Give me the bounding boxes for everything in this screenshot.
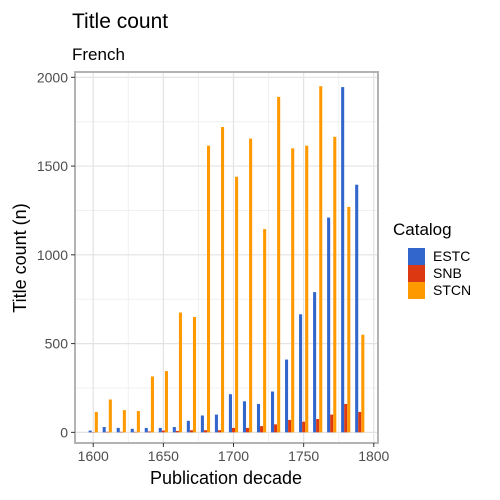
bar-estc (130, 428, 134, 433)
bar-stcn (206, 145, 211, 433)
bar-estc (186, 420, 190, 433)
plot-border (74, 71, 379, 444)
bar-estc (102, 427, 106, 433)
x-tick-label: 1700 (218, 448, 249, 464)
bar-snb (133, 431, 137, 433)
bar-estc (214, 414, 218, 433)
bar-estc (144, 427, 148, 433)
bar-stcn (192, 316, 197, 433)
x-tick-label: 1600 (78, 448, 109, 464)
bar-snb (161, 430, 165, 433)
bar-snb (344, 403, 348, 433)
bar-stcn (277, 96, 281, 433)
bar-stcn (319, 86, 323, 433)
y-tick-label: 1000 (37, 247, 68, 263)
x-axis-title: Publication decade (150, 468, 302, 488)
y-tick-label: 500 (45, 336, 69, 352)
legend-label-stcn: STCN (433, 282, 471, 298)
bar-stcn (235, 176, 239, 433)
bar-stcn (150, 376, 154, 433)
bar-stcn (178, 312, 183, 433)
x-axis: 1600 1650 1700 1750 1800 (78, 443, 390, 464)
bar-estc (355, 184, 359, 433)
y-tick-label: 0 (60, 424, 68, 440)
legend-label-estc: ESTC (433, 248, 470, 264)
legend-title: Catalog (393, 220, 452, 239)
legend-label-snb: SNB (433, 265, 462, 281)
bar-estc (327, 217, 331, 433)
bar-stcn (291, 148, 295, 433)
bar-snb (330, 414, 334, 433)
y-tick-label: 2000 (37, 69, 68, 85)
legend-swatch-snb (408, 265, 425, 282)
bar-snb (105, 431, 109, 433)
bar-snb (189, 430, 193, 433)
bar-estc (256, 403, 261, 433)
bar-snb (203, 430, 207, 433)
bar-stcn (305, 145, 309, 433)
chart-subtitle: French (72, 45, 125, 64)
bar-estc (200, 415, 204, 433)
bar-stcn (136, 411, 140, 433)
x-tick-label: 1650 (148, 448, 179, 464)
bar-stcn (361, 334, 365, 433)
bar-estc (299, 314, 303, 433)
bar-snb (274, 424, 278, 433)
bar-estc (88, 430, 92, 433)
bar-estc (341, 87, 345, 433)
bar-snb (358, 411, 362, 433)
bar-snb (288, 419, 292, 433)
bar-snb (316, 419, 320, 433)
bar-estc (313, 292, 317, 433)
bar-snb (147, 431, 151, 433)
bar-estc (158, 427, 162, 433)
bars (88, 86, 365, 433)
x-tick-label: 1750 (288, 448, 319, 464)
legend-swatch-estc (408, 248, 425, 265)
x-tick-label: 1800 (358, 448, 389, 464)
bar-stcn (347, 206, 351, 433)
bar-snb (119, 431, 123, 433)
bar-stcn (221, 127, 225, 433)
y-axis: 0 500 1000 1500 2000 (37, 69, 75, 440)
bar-stcn (263, 229, 267, 433)
bar-stcn (249, 138, 253, 433)
bar-estc (270, 391, 275, 433)
bar-snb (246, 427, 250, 433)
bar-stcn (108, 399, 112, 433)
bar-snb (231, 427, 236, 433)
bar-snb (260, 426, 264, 433)
chart-title: Title count (72, 10, 168, 33)
bar-stcn (333, 136, 337, 433)
bar-stcn (164, 371, 168, 433)
y-tick-label: 1500 (37, 158, 68, 174)
bar-estc (228, 394, 232, 433)
bar-stcn (94, 411, 98, 433)
y-axis-title: Title count (n) (10, 203, 30, 312)
bar-snb (217, 430, 222, 433)
bar-estc (172, 427, 176, 433)
plot-background (75, 72, 378, 443)
bar-snb (302, 421, 306, 433)
grid-lines (75, 72, 378, 443)
bar-estc (285, 359, 289, 433)
bar-estc (116, 427, 120, 433)
legend-swatch-stcn (408, 282, 425, 299)
bar-snb (175, 430, 179, 433)
bar-estc (242, 401, 247, 433)
bar-stcn (122, 410, 126, 433)
